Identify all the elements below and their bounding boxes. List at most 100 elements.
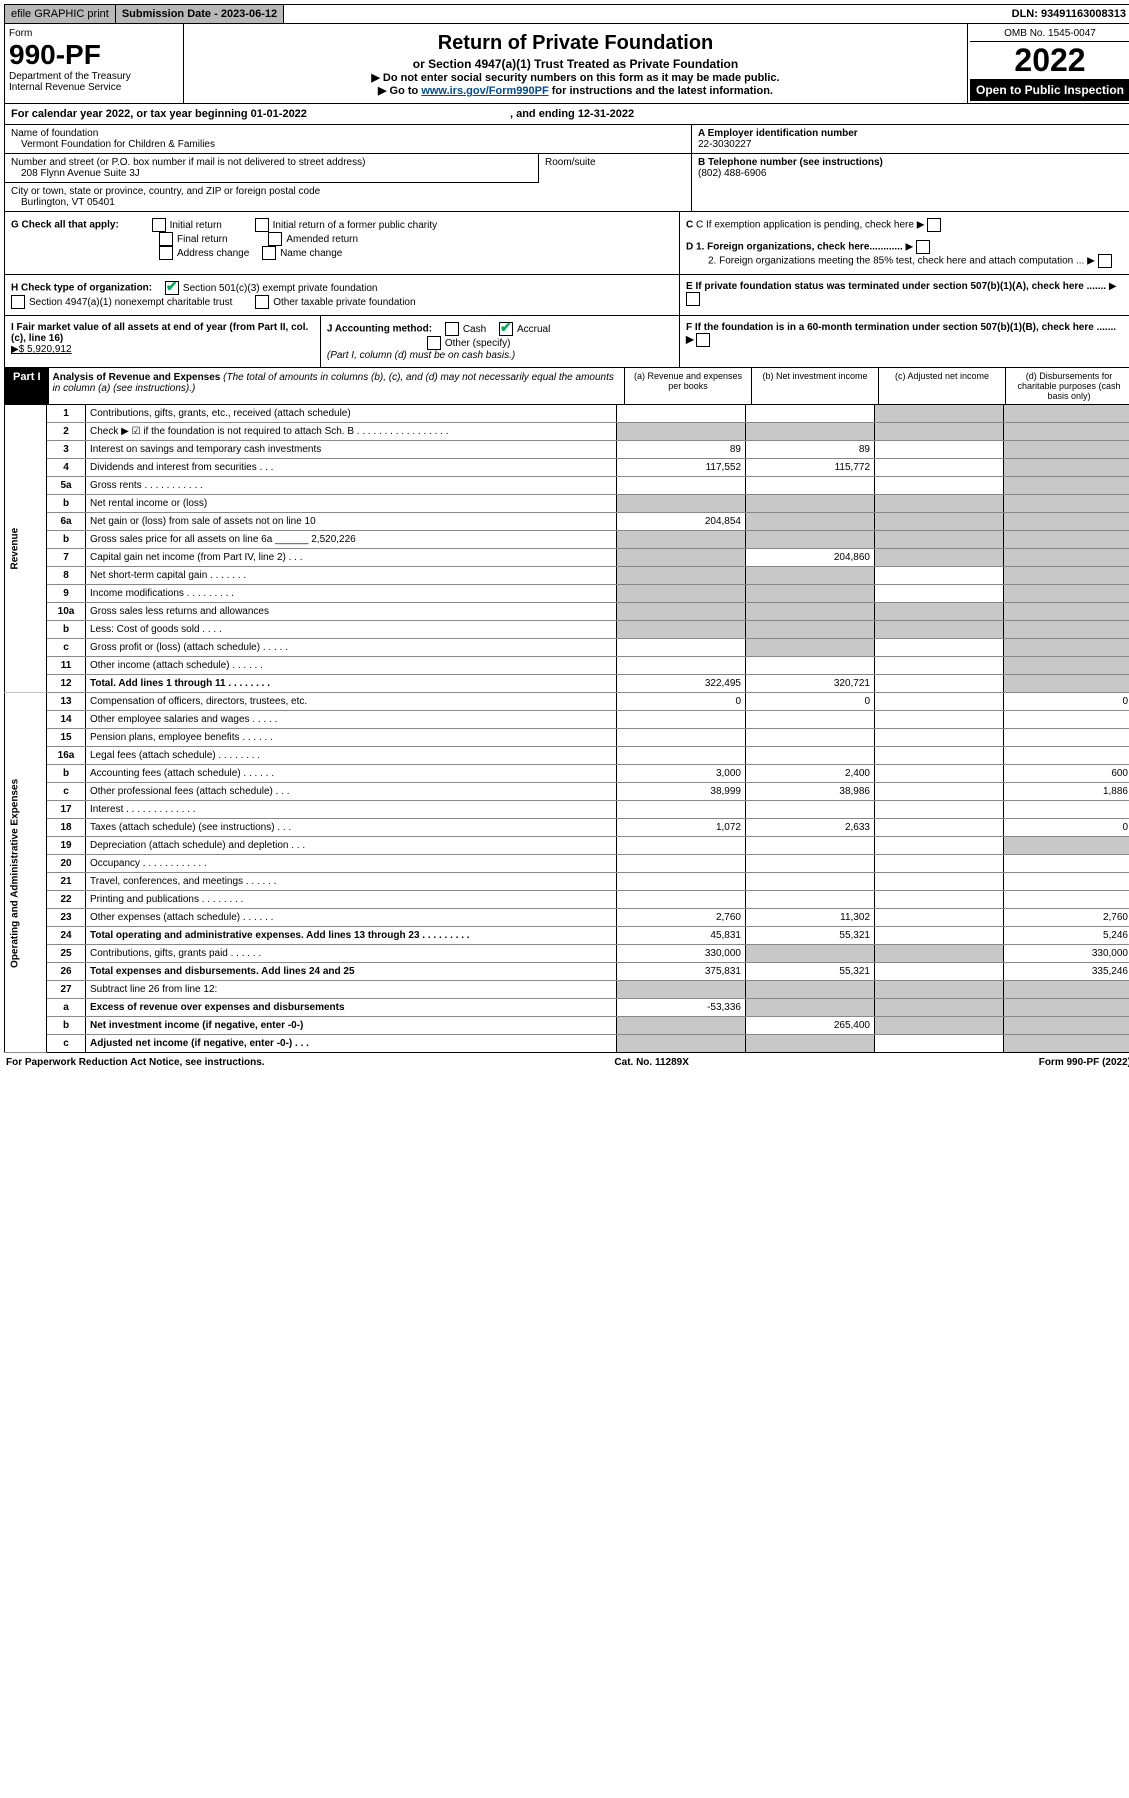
line-val bbox=[875, 909, 1004, 927]
f-label: F If the foundation is in a 60-month ter… bbox=[686, 322, 1116, 346]
dept: Department of the Treasury bbox=[9, 71, 179, 82]
section-h: H Check type of organization: Section 50… bbox=[4, 275, 1129, 316]
table-row: 7Capital gain net income (from Part IV, … bbox=[5, 549, 1129, 567]
checkbox-c[interactable] bbox=[927, 218, 941, 232]
line-desc: Accounting fees (attach schedule) . . . … bbox=[86, 765, 617, 783]
line-val bbox=[617, 711, 746, 729]
checkbox-amended[interactable] bbox=[268, 232, 282, 246]
checkbox-initial-return[interactable] bbox=[152, 218, 166, 232]
line-val bbox=[617, 549, 746, 567]
line-desc: Net investment income (if negative, ente… bbox=[86, 1017, 617, 1035]
line-val bbox=[875, 477, 1004, 495]
form990pf-link[interactable]: www.irs.gov/Form990PF bbox=[421, 85, 548, 97]
note-ssn: ▶ Do not enter social security numbers o… bbox=[190, 71, 961, 84]
line-num: 17 bbox=[47, 801, 86, 819]
side-expenses: Operating and Administrative Expenses bbox=[5, 693, 47, 1053]
note2-post: for instructions and the latest informat… bbox=[549, 85, 773, 97]
table-row: 19Depreciation (attach schedule) and dep… bbox=[5, 837, 1129, 855]
line-desc: Total expenses and disbursements. Add li… bbox=[86, 963, 617, 981]
line-val bbox=[746, 423, 875, 441]
line-val: 2,760 bbox=[617, 909, 746, 927]
checkbox-cash[interactable] bbox=[445, 322, 459, 336]
table-row: 25Contributions, gifts, grants paid . . … bbox=[5, 945, 1129, 963]
table-row: 27Subtract line 26 from line 12: bbox=[5, 981, 1129, 999]
table-row: bAccounting fees (attach schedule) . . .… bbox=[5, 765, 1129, 783]
j-note: (Part I, column (d) must be on cash basi… bbox=[327, 350, 515, 361]
line-val bbox=[1004, 639, 1129, 657]
j-other: Other (specify) bbox=[445, 338, 511, 349]
line-val bbox=[617, 855, 746, 873]
checkbox-final-return[interactable] bbox=[159, 232, 173, 246]
lines-table: Revenue1Contributions, gifts, grants, et… bbox=[4, 405, 1129, 1053]
checkbox-addr-change[interactable] bbox=[159, 246, 173, 260]
line-num: 1 bbox=[47, 405, 86, 423]
line-desc: Gross profit or (loss) (attach schedule)… bbox=[86, 639, 617, 657]
table-row: 23Other expenses (attach schedule) . . .… bbox=[5, 909, 1129, 927]
line-val bbox=[1004, 1017, 1129, 1035]
checkbox-other-taxable[interactable] bbox=[255, 295, 269, 309]
checkbox-name-change[interactable] bbox=[262, 246, 276, 260]
line-val bbox=[875, 495, 1004, 513]
line-val bbox=[617, 981, 746, 999]
section-ijf: I Fair market value of all assets at end… bbox=[4, 316, 1129, 368]
foundation-name: Vermont Foundation for Children & Famili… bbox=[11, 139, 685, 150]
line-val: 0 bbox=[746, 693, 875, 711]
checkbox-d1[interactable] bbox=[916, 240, 930, 254]
table-row: aExcess of revenue over expenses and dis… bbox=[5, 999, 1129, 1017]
table-row: 24Total operating and administrative exp… bbox=[5, 927, 1129, 945]
checkbox-accrual[interactable] bbox=[499, 322, 513, 336]
footer-year: 2022 bbox=[1105, 1057, 1127, 1068]
line-desc: Printing and publications . . . . . . . … bbox=[86, 891, 617, 909]
line-desc: Interest . . . . . . . . . . . . . bbox=[86, 801, 617, 819]
table-row: Operating and Administrative Expenses13C… bbox=[5, 693, 1129, 711]
checkbox-e[interactable] bbox=[686, 292, 700, 306]
line-num: b bbox=[47, 531, 86, 549]
table-row: bGross sales price for all assets on lin… bbox=[5, 531, 1129, 549]
line-desc: Total operating and administrative expen… bbox=[86, 927, 617, 945]
room-label: Room/suite bbox=[545, 157, 685, 168]
d1-label: D 1. Foreign organizations, check here..… bbox=[686, 242, 903, 253]
line-val bbox=[746, 621, 875, 639]
line-desc: Contributions, gifts, grants, etc., rece… bbox=[86, 405, 617, 423]
line-num: 25 bbox=[47, 945, 86, 963]
line-val bbox=[875, 801, 1004, 819]
line-desc: Contributions, gifts, grants paid . . . … bbox=[86, 945, 617, 963]
line-val bbox=[746, 405, 875, 423]
checkbox-4947[interactable] bbox=[11, 295, 25, 309]
line-val bbox=[875, 963, 1004, 981]
line-val bbox=[1004, 855, 1129, 873]
line-val bbox=[1004, 459, 1129, 477]
line-val: 2,400 bbox=[746, 765, 875, 783]
checkbox-other-method[interactable] bbox=[427, 336, 441, 350]
line-val bbox=[746, 603, 875, 621]
line-val: 3,000 bbox=[617, 765, 746, 783]
line-desc: Legal fees (attach schedule) . . . . . .… bbox=[86, 747, 617, 765]
checkbox-501c3[interactable] bbox=[165, 281, 179, 295]
col-c: (c) Adjusted net income bbox=[878, 368, 1005, 404]
table-row: 18Taxes (attach schedule) (see instructi… bbox=[5, 819, 1129, 837]
line-val bbox=[617, 891, 746, 909]
line-val: 89 bbox=[617, 441, 746, 459]
line-val: 330,000 bbox=[617, 945, 746, 963]
line-val bbox=[1004, 513, 1129, 531]
line-desc: Less: Cost of goods sold . . . . bbox=[86, 621, 617, 639]
line-num: 24 bbox=[47, 927, 86, 945]
checkbox-f[interactable] bbox=[696, 333, 710, 347]
irs: Internal Revenue Service bbox=[9, 82, 179, 93]
line-num: b bbox=[47, 765, 86, 783]
line-val bbox=[875, 567, 1004, 585]
checkbox-d2[interactable] bbox=[1098, 254, 1112, 268]
checkbox-initial-former[interactable] bbox=[255, 218, 269, 232]
line-val bbox=[875, 675, 1004, 693]
d2-label: 2. Foreign organizations meeting the 85%… bbox=[708, 256, 1084, 267]
line-val: 55,321 bbox=[746, 927, 875, 945]
table-row: 3Interest on savings and temporary cash … bbox=[5, 441, 1129, 459]
omb: OMB No. 1545-0047 bbox=[970, 26, 1129, 42]
line-desc: Total. Add lines 1 through 11 . . . . . … bbox=[86, 675, 617, 693]
line-val bbox=[617, 801, 746, 819]
line-val bbox=[875, 657, 1004, 675]
table-row: 5aGross rents . . . . . . . . . . . bbox=[5, 477, 1129, 495]
line-num: 3 bbox=[47, 441, 86, 459]
line-val bbox=[875, 1035, 1004, 1053]
line-desc: Net rental income or (loss) bbox=[86, 495, 617, 513]
